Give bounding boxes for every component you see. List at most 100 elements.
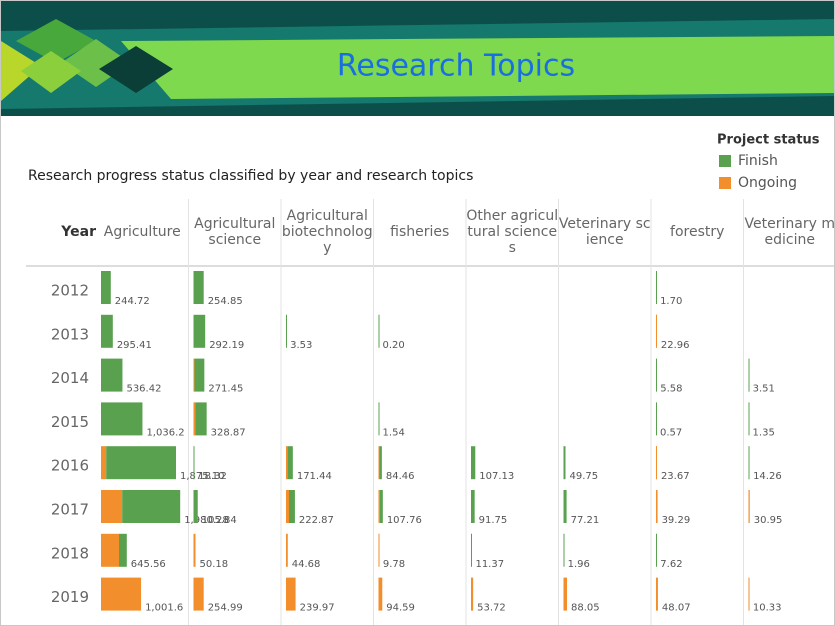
bar-ongoing (194, 359, 195, 392)
bar-ongoing (286, 578, 296, 611)
bar-finish (101, 402, 142, 435)
value-label: 44.68 (292, 559, 321, 570)
value-label: 10.33 (753, 603, 782, 614)
value-label: 39.29 (662, 515, 691, 526)
bar-ongoing (194, 402, 196, 435)
year-label: 2013 (51, 325, 89, 343)
year-label: 2014 (51, 369, 89, 387)
value-label: 254.85 (208, 296, 243, 307)
bar-ongoing (101, 534, 119, 567)
year-label: 2012 (51, 282, 89, 300)
value-label: 9.78 (383, 559, 405, 570)
bar-ongoing (564, 578, 568, 611)
subtitle: Research progress status classified by y… (28, 168, 473, 184)
bar-finish (471, 490, 475, 523)
column-header: Agriculture (96, 199, 189, 265)
value-label: 0.57 (660, 427, 682, 438)
value-label: 222.87 (299, 515, 334, 526)
bar-finish (564, 490, 567, 523)
bar-ongoing (194, 578, 204, 611)
value-label: 49.75 (569, 471, 598, 482)
bar-finish (194, 490, 198, 523)
value-label: 7.62 (660, 559, 682, 570)
bar-ongoing (286, 490, 289, 523)
value-label: 5.58 (660, 384, 682, 395)
value-label: 91.75 (479, 515, 508, 526)
value-label: 292.19 (209, 340, 244, 351)
value-label: 3.51 (753, 384, 775, 395)
bar-finish (101, 359, 122, 392)
bar-finish (101, 271, 111, 304)
year-label: 2015 (51, 413, 89, 431)
year-label: 2016 (51, 457, 89, 475)
bar-finish (471, 446, 475, 479)
column-header: Agricultural science (189, 199, 282, 265)
value-label: 11.37 (475, 559, 504, 570)
value-label: 328.87 (211, 427, 246, 438)
bar-ongoing (379, 490, 380, 523)
value-label: 94.59 (386, 603, 415, 614)
legend-label: Ongoing (738, 175, 797, 191)
value-label: 1,036.2 (146, 427, 184, 438)
value-label: 18.32 (198, 471, 227, 482)
bar-finish (101, 315, 113, 348)
value-label: 48.07 (662, 603, 691, 614)
legend-title: Project status (717, 133, 820, 148)
bar-ongoing (101, 578, 141, 611)
value-label: 239.97 (300, 603, 335, 614)
legend-label: Finish (738, 153, 778, 169)
year-label: 2017 (51, 501, 89, 519)
bar-finish (288, 446, 293, 479)
column-header: forestry (651, 199, 744, 265)
value-label: 50.18 (200, 559, 229, 570)
bar-finish (289, 490, 295, 523)
row-header: Year (41, 201, 96, 263)
bar-ongoing (194, 534, 196, 567)
value-label: 295.41 (117, 340, 152, 351)
bar-ongoing (101, 446, 106, 479)
bar-ongoing (656, 490, 658, 523)
value-label: 3.53 (290, 340, 312, 351)
column-header: Veterinary medicine (744, 199, 835, 265)
value-label: 53.72 (477, 603, 506, 614)
value-label: 77.21 (571, 515, 600, 526)
value-label: 271.45 (208, 384, 243, 395)
column-header: fisheries (374, 199, 467, 265)
value-label: 84.46 (386, 471, 415, 482)
bar-ongoing (379, 578, 383, 611)
value-label: 107.76 (387, 515, 422, 526)
chart: Research Topics Research progress status… (1, 1, 835, 626)
bar-ongoing (286, 534, 288, 567)
year-label: 2019 (51, 588, 89, 606)
bar-ongoing (749, 490, 750, 523)
dashboard: Research Topics Research progress status… (0, 0, 835, 626)
bar-ongoing (471, 578, 473, 611)
value-label: 1.35 (753, 427, 775, 438)
bar-finish (194, 315, 206, 348)
legend-swatch (719, 177, 731, 189)
bar-ongoing (379, 446, 380, 479)
bar-finish (380, 490, 383, 523)
bar-ongoing (656, 578, 658, 611)
bar-finish (380, 446, 382, 479)
value-label: 536.42 (126, 384, 161, 395)
chart-title: Research Topics (337, 49, 575, 84)
column-header: Other agricultural sciences (466, 199, 559, 265)
column-header: Agricultural biotechnology (281, 199, 374, 265)
value-label: 645.56 (131, 559, 166, 570)
value-label: 1.54 (383, 427, 405, 438)
bar-finish (106, 446, 176, 479)
value-label: 23.67 (661, 471, 690, 482)
bar-finish (194, 271, 204, 304)
bar-finish (196, 402, 207, 435)
value-label: 1.70 (660, 296, 682, 307)
bar-finish (119, 534, 127, 567)
bar-ongoing (286, 446, 288, 479)
value-label: 0.20 (383, 340, 405, 351)
value-label: 30.95 (754, 515, 783, 526)
value-label: 14.26 (753, 471, 782, 482)
value-label: 22.96 (661, 340, 690, 351)
value-label: 88.05 (571, 603, 600, 614)
bar-finish (195, 359, 205, 392)
value-label: 171.44 (297, 471, 332, 482)
